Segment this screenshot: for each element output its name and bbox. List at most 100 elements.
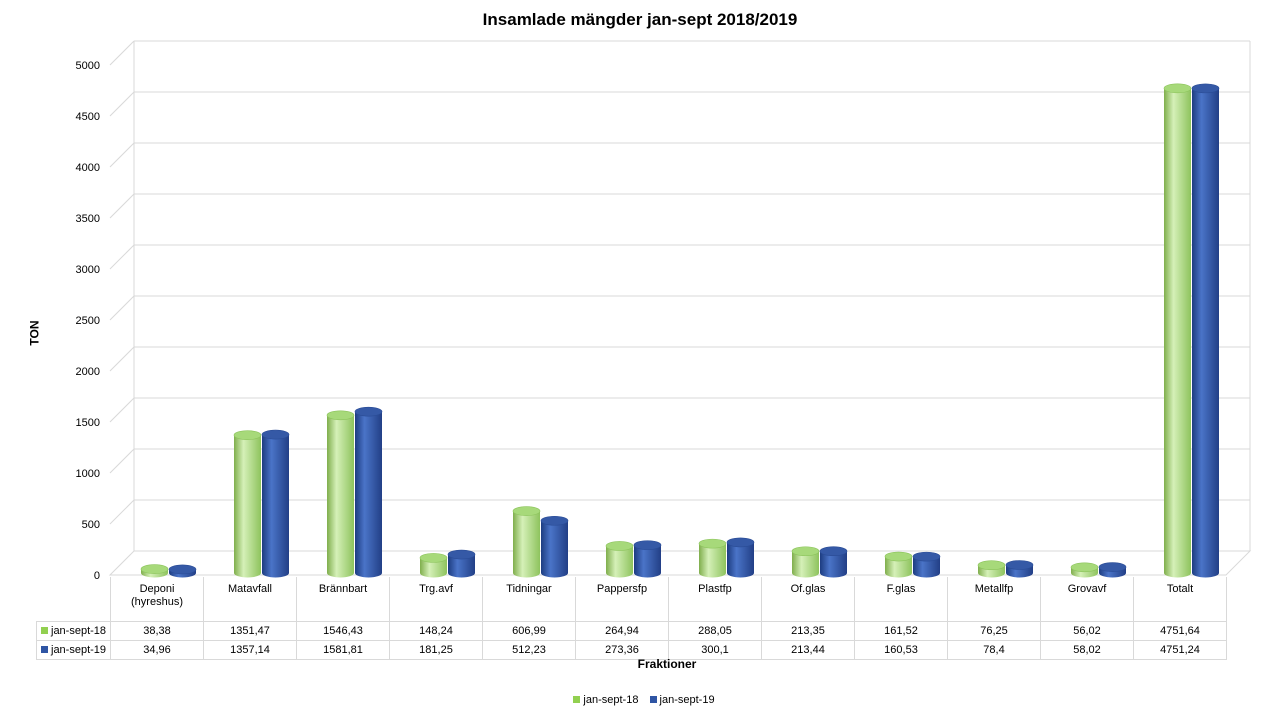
bar-cap bbox=[605, 541, 634, 551]
bar bbox=[512, 506, 541, 578]
bar-cap bbox=[326, 410, 355, 421]
table-row: jan-sept-19 34,96 1357,14 1581,81 181,25 512,… bbox=[36, 640, 1227, 660]
category-label: Tidningar bbox=[482, 577, 576, 622]
data-label: 181,25 bbox=[389, 640, 483, 660]
bar bbox=[261, 429, 290, 578]
category-label: Plastfp bbox=[668, 577, 762, 622]
legend-swatch bbox=[573, 696, 581, 703]
category-label: Totalt bbox=[1133, 577, 1227, 622]
bar bbox=[1191, 83, 1220, 578]
category-label: Metallfp bbox=[947, 577, 1041, 622]
data-label: 264,94 bbox=[575, 621, 669, 641]
bar bbox=[540, 515, 569, 578]
bar-cap bbox=[512, 506, 541, 516]
bar-cap bbox=[1005, 560, 1034, 570]
bar bbox=[326, 410, 355, 578]
bar-body bbox=[820, 551, 847, 578]
bar-body bbox=[355, 411, 382, 578]
bar-cap bbox=[1098, 562, 1127, 572]
bar-body bbox=[634, 545, 661, 578]
legend-label: jan-sept-19 bbox=[659, 694, 715, 706]
category-label: Trg.avf bbox=[389, 577, 483, 622]
data-label: 1581,81 bbox=[296, 640, 390, 660]
bar bbox=[633, 540, 662, 578]
bar-cap bbox=[726, 537, 755, 548]
y-tick-label: 4500 bbox=[76, 111, 100, 123]
category-label: Matavfall bbox=[203, 577, 297, 622]
data-label: 4751,24 bbox=[1133, 640, 1227, 660]
data-label: 160,53 bbox=[854, 640, 948, 660]
bar bbox=[168, 564, 197, 578]
data-label: 1357,14 bbox=[203, 640, 297, 660]
table-row: jan-sept-18 38,38 1351,47 1546,43 148,24 606,… bbox=[36, 621, 1227, 641]
bar-cap bbox=[540, 515, 569, 526]
bar-body bbox=[1164, 88, 1191, 578]
data-label: 213,44 bbox=[761, 640, 855, 660]
bar bbox=[698, 538, 727, 578]
bar-body bbox=[606, 545, 633, 578]
data-label: 288,05 bbox=[668, 621, 762, 641]
bar-body bbox=[699, 543, 726, 578]
bar bbox=[419, 553, 448, 578]
y-tick-label: 1500 bbox=[76, 417, 100, 429]
bar bbox=[605, 541, 634, 578]
chart-title: Insamlade mängder jan-sept 2018/2019 bbox=[482, 10, 798, 29]
bar-cap bbox=[633, 540, 662, 550]
data-label: 512,23 bbox=[482, 640, 576, 660]
y-tick-label: 3500 bbox=[76, 213, 100, 225]
data-label: 38,38 bbox=[110, 621, 204, 641]
category-label: Deponi (hyreshus) bbox=[110, 577, 204, 622]
legend-swatch bbox=[41, 646, 48, 653]
y-tick-label: 1000 bbox=[76, 468, 100, 480]
bar-body bbox=[262, 434, 289, 578]
bar-body bbox=[1192, 88, 1219, 578]
bar bbox=[1070, 562, 1099, 578]
bar-cap bbox=[884, 551, 913, 562]
bar-cap bbox=[1163, 83, 1192, 94]
data-label: 606,99 bbox=[482, 621, 576, 641]
bar-cap bbox=[698, 538, 727, 549]
data-label: 161,52 bbox=[854, 621, 948, 641]
bar bbox=[1098, 562, 1127, 578]
data-label: 148,24 bbox=[389, 621, 483, 641]
data-label: 56,02 bbox=[1040, 621, 1134, 641]
bar bbox=[1005, 560, 1034, 578]
bar bbox=[977, 560, 1006, 578]
legend-swatch bbox=[41, 627, 48, 634]
data-label: 273,36 bbox=[575, 640, 669, 660]
category-label: Of.glas bbox=[761, 577, 855, 622]
bar-body bbox=[885, 556, 912, 578]
legend: jan-sept-18 jan-sept-19 bbox=[0, 694, 1280, 706]
bar bbox=[1163, 83, 1192, 578]
legend-item: jan-sept-19 bbox=[649, 694, 715, 706]
bar-cap bbox=[819, 546, 848, 557]
bar-cap bbox=[977, 560, 1006, 571]
y-tick-label: 2000 bbox=[76, 366, 100, 378]
bar-body bbox=[541, 520, 568, 578]
bar-cap bbox=[419, 553, 448, 563]
bar-cap bbox=[1191, 83, 1220, 94]
category-label: Brännbart bbox=[296, 577, 390, 622]
bar bbox=[354, 406, 383, 578]
bar-body bbox=[448, 554, 475, 578]
legend-swatch bbox=[649, 696, 657, 703]
bar-cap bbox=[168, 564, 197, 575]
gridline-side bbox=[109, 40, 135, 66]
gridline-side bbox=[109, 295, 135, 321]
legend-label: jan-sept-18 bbox=[583, 694, 639, 706]
bar-cap bbox=[912, 551, 941, 562]
gridline-side bbox=[109, 499, 135, 525]
data-label: 58,02 bbox=[1040, 640, 1134, 660]
data-label: 213,35 bbox=[761, 621, 855, 641]
category-label: Pappersfp bbox=[575, 577, 669, 622]
data-label: 78,4 bbox=[947, 640, 1041, 660]
bar-body bbox=[913, 556, 940, 578]
bar bbox=[447, 549, 476, 578]
bar-body bbox=[513, 511, 540, 578]
bar bbox=[233, 430, 262, 578]
bar bbox=[140, 564, 169, 578]
data-label: 1546,43 bbox=[296, 621, 390, 641]
gridline-side bbox=[109, 142, 135, 168]
y-tick-label: 2500 bbox=[76, 315, 100, 327]
bar bbox=[819, 546, 848, 578]
